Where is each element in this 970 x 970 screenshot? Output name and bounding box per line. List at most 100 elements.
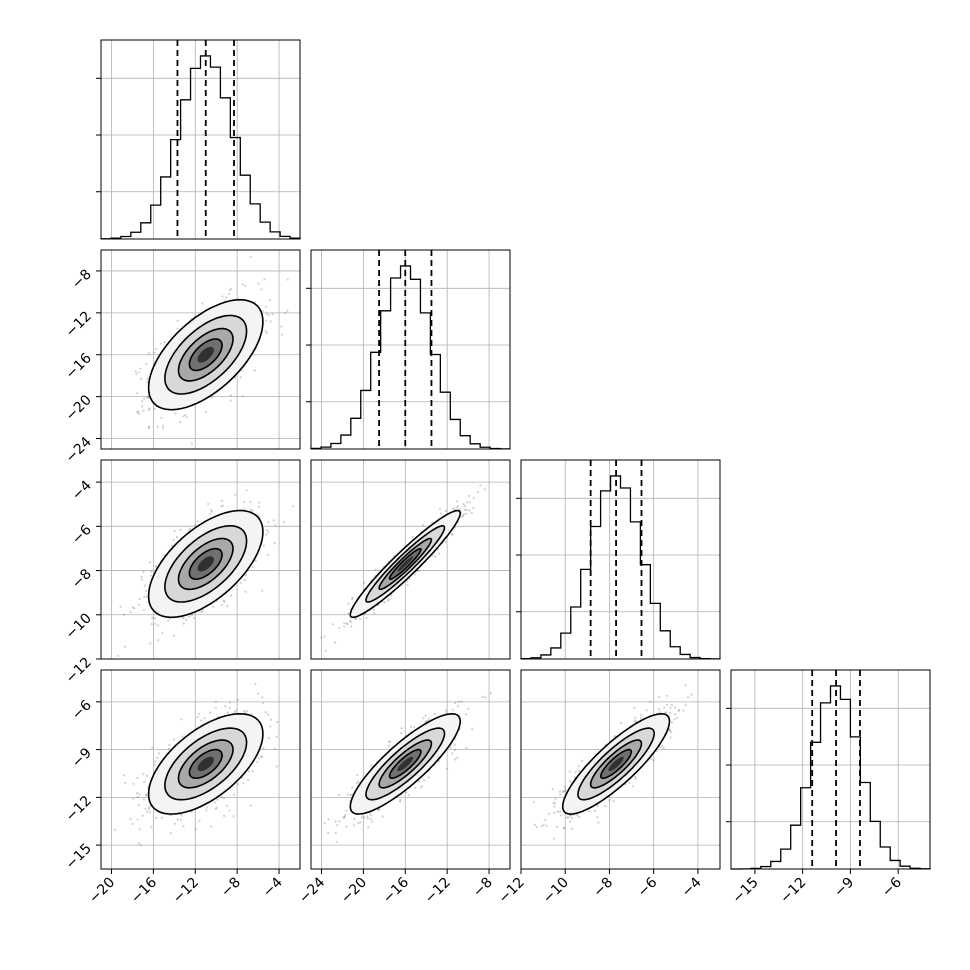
data-point xyxy=(190,614,193,617)
data-point xyxy=(460,700,463,703)
data-point xyxy=(343,625,346,628)
histogram-panel-1 xyxy=(96,39,301,240)
data-point xyxy=(153,351,156,354)
data-point xyxy=(243,710,246,713)
data-point xyxy=(254,682,257,685)
data-point xyxy=(242,782,245,785)
data-point xyxy=(559,793,562,796)
data-point xyxy=(461,515,464,518)
data-point xyxy=(153,617,156,620)
data-point xyxy=(147,396,150,399)
contour-line-1 xyxy=(147,299,264,411)
contour-line-1 xyxy=(147,712,264,815)
data-point xyxy=(369,814,372,817)
data-point xyxy=(140,377,143,380)
data-point xyxy=(137,842,140,845)
data-point xyxy=(370,764,373,767)
data-point xyxy=(342,816,345,819)
data-point xyxy=(349,621,352,624)
data-point xyxy=(155,816,158,819)
data-point xyxy=(343,622,346,625)
data-point xyxy=(222,797,226,800)
data-point xyxy=(451,708,454,711)
data-point xyxy=(131,822,134,826)
data-point xyxy=(201,609,204,612)
data-point xyxy=(346,793,349,796)
data-point xyxy=(405,791,408,794)
data-point xyxy=(327,818,330,821)
data-point xyxy=(451,752,454,755)
scatter-panel-3-2 xyxy=(310,459,511,660)
data-point xyxy=(140,575,143,579)
data-point xyxy=(421,785,424,788)
data-point xyxy=(228,701,231,704)
data-point xyxy=(419,786,422,789)
data-point xyxy=(236,783,239,786)
data-point xyxy=(670,703,674,707)
data-point xyxy=(197,520,200,523)
data-point xyxy=(272,519,275,522)
data-point xyxy=(223,600,226,603)
data-point xyxy=(215,806,218,809)
contour-line-3 xyxy=(177,739,234,789)
data-point xyxy=(247,778,250,782)
data-point xyxy=(444,541,447,544)
data-point xyxy=(239,376,242,379)
data-point xyxy=(540,824,544,828)
data-point xyxy=(634,716,637,720)
data-point xyxy=(95,407,97,409)
data-point xyxy=(453,508,456,511)
data-point xyxy=(188,615,191,618)
data-point xyxy=(201,610,204,614)
data-point xyxy=(467,494,471,497)
data-point xyxy=(180,718,183,721)
data-point xyxy=(265,331,269,335)
data-point xyxy=(260,288,263,291)
data-point xyxy=(261,696,264,699)
data-point xyxy=(171,544,174,547)
data-point xyxy=(200,719,203,722)
data-point xyxy=(194,828,197,831)
data-point xyxy=(481,695,484,699)
panel-background xyxy=(311,250,510,449)
data-point xyxy=(414,786,417,789)
data-point xyxy=(230,594,233,597)
data-point xyxy=(377,809,380,812)
data-point xyxy=(144,807,147,810)
data-point xyxy=(265,528,269,532)
data-point xyxy=(456,504,459,508)
data-point xyxy=(668,729,671,733)
data-point xyxy=(249,500,252,504)
data-point xyxy=(148,561,152,564)
data-point xyxy=(142,798,145,801)
histogram-step xyxy=(310,265,511,450)
data-point xyxy=(335,840,339,843)
data-point xyxy=(138,597,141,601)
data-point xyxy=(147,426,150,430)
data-point xyxy=(143,780,146,784)
data-point xyxy=(160,816,164,819)
data-point xyxy=(374,568,377,571)
data-point xyxy=(250,508,253,511)
histogram-panel-3 xyxy=(516,459,721,660)
panel-content xyxy=(521,670,720,869)
data-point xyxy=(633,706,636,709)
contour-line-2 xyxy=(164,525,248,603)
data-point xyxy=(143,584,147,587)
data-point xyxy=(456,756,459,759)
data-point xyxy=(275,735,278,738)
data-point xyxy=(286,278,289,281)
data-point xyxy=(142,409,145,412)
data-point xyxy=(425,720,428,723)
data-point xyxy=(260,755,263,758)
data-point xyxy=(185,618,188,622)
data-point xyxy=(220,505,223,508)
data-point xyxy=(465,512,468,516)
data-point xyxy=(463,504,466,508)
data-point xyxy=(371,820,374,823)
data-point xyxy=(227,292,231,295)
data-point xyxy=(452,507,455,510)
data-point xyxy=(141,405,144,408)
data-point xyxy=(345,825,348,828)
panel-frame xyxy=(310,249,511,450)
